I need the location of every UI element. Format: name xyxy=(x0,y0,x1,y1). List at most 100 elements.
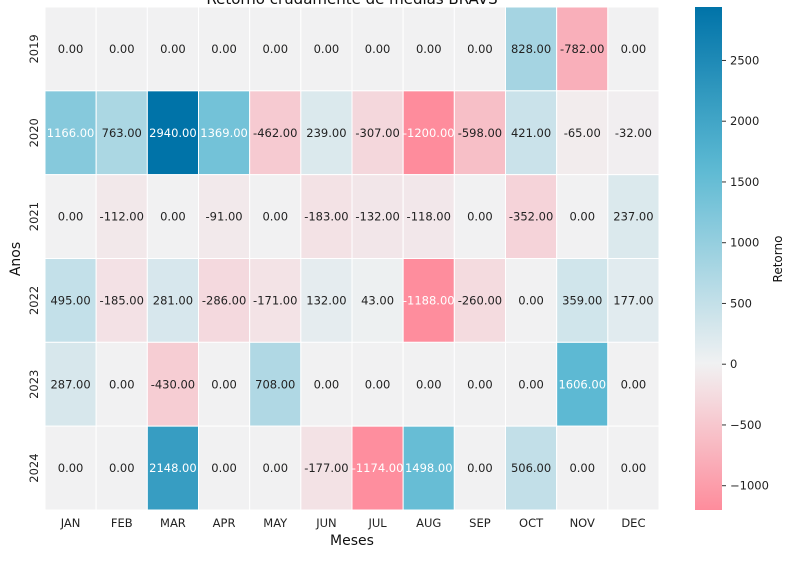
cell-value-label: 0.00 xyxy=(109,42,135,56)
heatmap-cell xyxy=(249,341,302,427)
x-tick-label: FEB xyxy=(111,516,133,530)
x-tick-label: MAY xyxy=(263,516,288,530)
heatmap-cell xyxy=(95,6,148,92)
cell-value-label: 0.00 xyxy=(467,461,493,475)
cell-value-label: -177.00 xyxy=(304,461,348,475)
y-tick-label: 2019 xyxy=(27,34,41,63)
heatmap-cell xyxy=(300,174,353,260)
heatmap-cell xyxy=(351,90,404,176)
cell-value-label: -185.00 xyxy=(100,293,144,307)
cell-value-label: -112.00 xyxy=(100,210,144,224)
cell-value-label: 0.00 xyxy=(569,461,595,475)
heatmap-cell xyxy=(556,341,609,427)
heatmap-cell xyxy=(300,90,353,176)
heatmap-cell xyxy=(198,425,251,511)
cell-value-label: 0.00 xyxy=(569,210,595,224)
heatmap-cell xyxy=(95,258,148,343)
x-axis-label: Meses xyxy=(330,533,374,549)
cell-value-label: 828.00 xyxy=(511,42,551,56)
heatmap-cell xyxy=(249,425,302,511)
cell-value-label: 2940.00 xyxy=(149,126,197,140)
cell-value-label: 708.00 xyxy=(255,377,295,391)
heatmap-cell xyxy=(44,258,97,343)
x-tick-label: JAN xyxy=(60,516,81,530)
heatmap-cell xyxy=(556,174,609,260)
heatmap-cells xyxy=(44,6,660,511)
cell-value-label: 359.00 xyxy=(562,293,602,307)
heatmap-cell xyxy=(607,174,660,260)
heatmap-cell xyxy=(453,425,507,511)
cell-value-label: 1606.00 xyxy=(558,377,606,391)
colorbar-tick-label: 1000 xyxy=(730,236,759,250)
cell-value-label: 0.00 xyxy=(160,42,186,56)
heatmap-cell xyxy=(95,425,148,511)
cell-value-label: 0.00 xyxy=(211,461,237,475)
cell-value-label: -462.00 xyxy=(253,126,297,140)
heatmap-cell xyxy=(402,6,455,92)
cell-value-label: -118.00 xyxy=(407,210,451,224)
cell-value-label: -171.00 xyxy=(253,293,297,307)
x-tick-label: DEC xyxy=(621,516,645,530)
cell-value-label: 1498.00 xyxy=(405,461,453,475)
heatmap-cell xyxy=(300,425,353,511)
cell-value-label: 0.00 xyxy=(211,377,237,391)
cell-value-label: -1200.00 xyxy=(403,126,455,140)
x-tick-labels: JAN FEB MAR APR MAY JUN JUL AUG SEP OCT NOV DEC xyxy=(60,516,646,530)
colorbar xyxy=(695,7,722,510)
cell-value-label: -1174.00 xyxy=(352,461,404,475)
colorbar-ticks: −1000 −500 0 500 1000 1500 2000 2500 xyxy=(722,53,769,493)
y-tick-labels: 2019 2020 2021 2022 2023 2024 xyxy=(27,34,41,482)
cell-value-label: 0.00 xyxy=(211,42,237,56)
cell-value-label: 0.00 xyxy=(621,461,647,475)
cell-value-label: -132.00 xyxy=(355,210,399,224)
heatmap-cell xyxy=(556,425,609,511)
heatmap-cell xyxy=(505,6,558,92)
cell-value-label: 0.00 xyxy=(467,377,493,391)
heatmap-cell xyxy=(402,425,455,511)
heatmap-cell xyxy=(556,90,609,176)
heatmap-cell xyxy=(351,341,404,427)
cell-value-label: 0.00 xyxy=(621,377,647,391)
cell-value-label: -782.00 xyxy=(560,42,604,56)
x-tick-label: JUN xyxy=(315,516,336,530)
heatmap-cell xyxy=(44,90,97,176)
colorbar-label: Retorno xyxy=(771,236,785,283)
heatmap-cell xyxy=(402,90,455,176)
cell-value-label: 0.00 xyxy=(365,42,391,56)
cell-value-label: 763.00 xyxy=(102,126,142,140)
cell-value-label: -183.00 xyxy=(304,210,348,224)
cell-value-labels: 0.00 0.00 0.00 0.00 0.00 0.00 0.00 0.00 0.00 828.… xyxy=(47,42,654,475)
heatmap-cell xyxy=(44,425,97,511)
cell-value-label: 281.00 xyxy=(153,293,193,307)
heatmap-cell xyxy=(44,341,97,427)
cell-value-label: 506.00 xyxy=(511,461,551,475)
x-tick-label: SEP xyxy=(469,516,491,530)
cell-value-label: 0.00 xyxy=(262,461,288,475)
cell-value-label: -65.00 xyxy=(564,126,601,140)
colorbar-tick-label: 2500 xyxy=(730,53,759,67)
colorbar-tick-label: 0 xyxy=(730,357,737,371)
cell-value-label: -260.00 xyxy=(458,293,502,307)
heatmap-cell xyxy=(249,174,302,260)
cell-value-label: -307.00 xyxy=(355,126,399,140)
cell-value-label: 2148.00 xyxy=(149,461,197,475)
colorbar-tick-label: 1500 xyxy=(730,175,759,189)
heatmap-cell xyxy=(453,90,507,176)
cell-value-label: 43.00 xyxy=(361,293,394,307)
heatmap-cell xyxy=(505,425,558,511)
cell-value-label: 1166.00 xyxy=(47,126,95,140)
heatmap-cell xyxy=(505,174,558,260)
cell-value-label: 0.00 xyxy=(160,210,186,224)
heatmap-cell xyxy=(607,258,660,343)
cell-value-label: -598.00 xyxy=(458,126,502,140)
cell-value-label: 0.00 xyxy=(467,42,493,56)
x-tick-label: OCT xyxy=(519,516,544,530)
heatmap-cell xyxy=(44,174,97,260)
cell-value-label: 1369.00 xyxy=(200,126,248,140)
heatmap-cell xyxy=(146,90,199,176)
heatmap-cell xyxy=(249,90,302,176)
heatmap-cell xyxy=(505,341,558,427)
cell-value-label: 0.00 xyxy=(467,210,493,224)
x-tick-label: MAR xyxy=(160,516,186,530)
cell-value-label: -286.00 xyxy=(202,293,246,307)
